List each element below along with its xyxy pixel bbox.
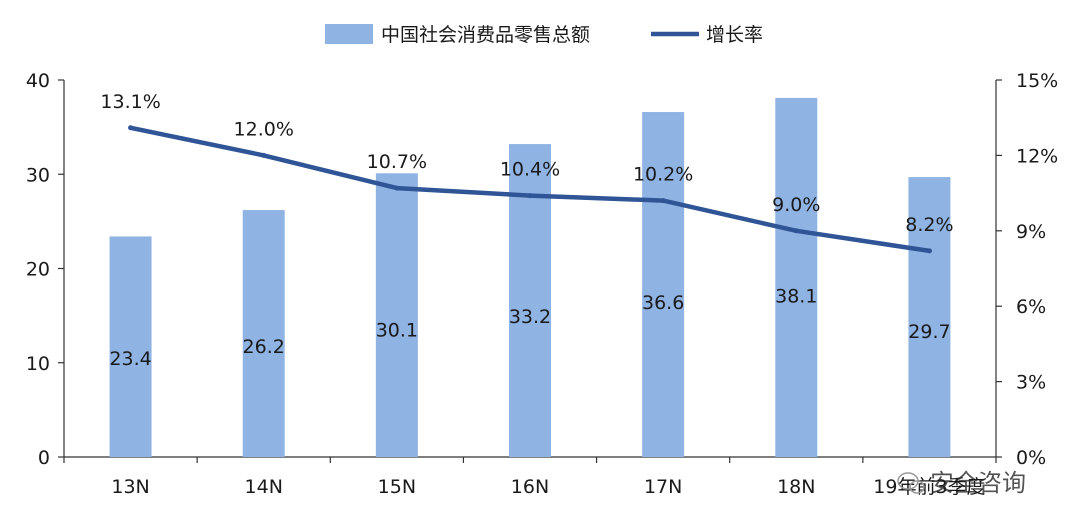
- left-tick-label: 0: [38, 447, 50, 469]
- growth-value-label: 8.2%: [905, 214, 953, 236]
- bar-value-label: 26.2: [243, 336, 285, 358]
- x-tick-label: 16N: [511, 476, 549, 498]
- growth-point: [261, 152, 267, 158]
- left-tick-label: 30: [26, 164, 50, 186]
- x-tick-label: 15N: [378, 476, 416, 498]
- right-tick-label: 9%: [1016, 221, 1046, 243]
- left-tick-label: 10: [26, 353, 50, 375]
- bar-value-label: 29.7: [908, 321, 950, 343]
- growth-value-label: 13.1%: [100, 91, 160, 113]
- right-tick-label: 6%: [1016, 296, 1046, 318]
- growth-value-label: 12.0%: [234, 118, 294, 140]
- bar: [375, 173, 418, 457]
- bar-value-label: 23.4: [109, 348, 151, 370]
- bar: [908, 177, 951, 457]
- bar: [109, 236, 152, 457]
- legend-line-label: 增长率: [706, 24, 763, 46]
- x-tick-label: 14N: [245, 476, 283, 498]
- bar: [775, 97, 818, 457]
- x-tick-label: 13N: [111, 476, 149, 498]
- bar-value-label: 38.1: [775, 285, 817, 307]
- x-tick-label: 18N: [777, 476, 815, 498]
- growth-line-series: [128, 125, 932, 254]
- legend-bar-label: 中国社会消费品零售总额: [381, 24, 590, 46]
- wechat-icon: [897, 472, 925, 494]
- bar-value-label: 30.1: [376, 319, 418, 341]
- data-labels: 23.4 26.2 30.1 33.2 36.6 38.1 29.7 13.1% 12.0% 10…: [100, 91, 953, 370]
- bar: [242, 210, 285, 457]
- right-tick-label: 3%: [1016, 372, 1046, 394]
- left-tick-label: 40: [26, 70, 50, 92]
- x-tick-label: 19年前3季度: [873, 476, 985, 498]
- bar-value-label: 36.6: [642, 292, 684, 314]
- growth-point: [660, 198, 666, 204]
- growth-point: [394, 185, 400, 191]
- growth-point: [926, 248, 932, 254]
- watermark-text: 安全咨询: [930, 469, 1026, 497]
- growth-value-label: 10.7%: [367, 151, 427, 173]
- left-tick-label: 20: [26, 259, 50, 281]
- wechat-bubble-small: [909, 480, 925, 494]
- growth-value-label: 10.4%: [500, 159, 560, 181]
- legend-bar-swatch: [325, 24, 373, 44]
- growth-point: [527, 193, 533, 199]
- growth-value-label: 9.0%: [772, 194, 820, 216]
- right-tick-label: 15%: [1016, 70, 1058, 92]
- legend: 中国社会消费品零售总额 增长率: [325, 24, 763, 46]
- right-tick-label: 12%: [1016, 145, 1058, 167]
- growth-point: [793, 228, 799, 234]
- axes: 0 10 20 30 40 0% 3% 6% 9% 12% 15% 13N 14N 15N 16N 17N 18…: [26, 70, 1058, 498]
- bar-value-label: 33.2: [509, 306, 551, 328]
- x-tick-label: 17N: [644, 476, 682, 498]
- growth-value-label: 10.2%: [633, 164, 693, 186]
- right-tick-label: 0%: [1016, 447, 1046, 469]
- bar: [642, 112, 685, 458]
- growth-point: [128, 125, 134, 131]
- watermark: 安全咨询: [897, 469, 1026, 497]
- bar: [509, 144, 551, 457]
